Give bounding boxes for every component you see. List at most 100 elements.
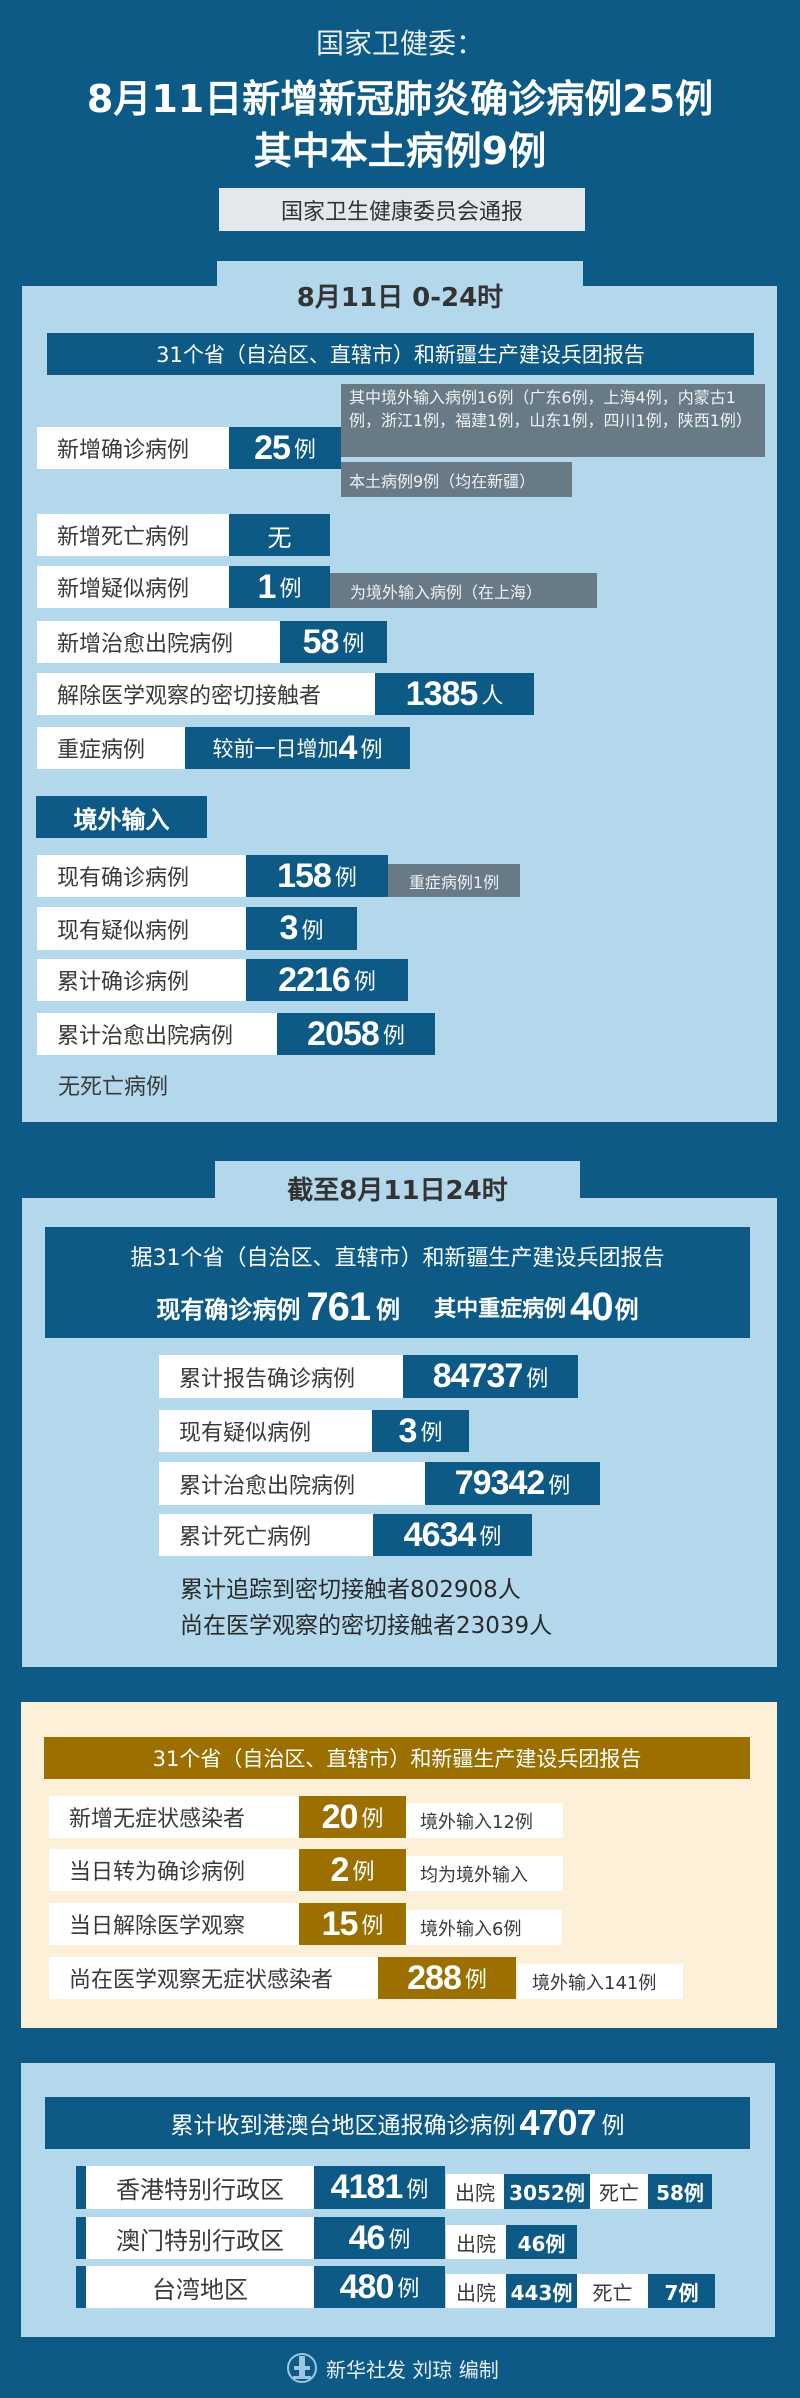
unit: 例 [464,1968,487,1993]
unit: 例 [420,1421,443,1446]
total-deaths-value: 4634 例 [373,1514,532,1556]
unit: 例 [352,1860,375,1885]
cumulative-current-line: 现有确诊病例 761 例 其中重症病例 40 例 [45,1283,750,1331]
imported-severe-note: 重症病例1例 [388,864,520,897]
imported-no-deaths: 无死亡病例 [58,1075,169,1100]
traced-contacts: 累计追踪到密切接触者802908人 [180,1577,521,1603]
region-discharged: 443例 [506,2274,577,2308]
region-discharged: 46例 [506,2225,577,2259]
total-confirmed-label: 累计报告确诊病例 [159,1355,403,1398]
severe-label: 重症病例 [37,727,185,769]
unit: 例 [406,2177,429,2203]
released-contacts-value: 1385 人 [375,673,534,715]
unit: 例 [361,1807,384,1832]
new-deaths-value: 无 [229,514,330,556]
new-suspected-label: 新增疑似病例 [37,566,229,608]
asym-row-value: 15 例 [299,1903,406,1945]
value: 25 [254,428,291,467]
new-recovered-label: 新增治愈出院病例 [37,621,280,663]
region-name: 香港特别行政区 [86,2166,314,2209]
unit: 例 [353,970,376,995]
new-recovered-value: 58 例 [280,621,387,663]
asym-row-value: 20 例 [299,1796,406,1838]
region-deaths: 7例 [648,2274,715,2308]
value: 84737 [432,1357,524,1395]
cumulative-summary-box: 据31个省（自治区、直辖市）和新疆生产建设兵团报告 现有确诊病例 761 例 其… [45,1227,750,1338]
local-cases-note: 本土病例9例（均在新疆） [341,462,572,497]
value: 46 [348,2218,386,2257]
unit: 例 [342,632,365,657]
value: 3 [279,909,299,947]
unit: 例 [548,1473,571,1499]
discharged-label: 出院 [446,2174,504,2209]
unit: 例 [360,738,383,763]
imported-current-confirmed-label: 现有确诊病例 [37,855,246,897]
region-total: 480 例 [314,2266,445,2308]
value: 2 [330,1850,350,1889]
released-contacts-label: 解除医学观察的密切接触者 [37,673,375,715]
daily-report-header: 31个省（自治区、直辖市）和新疆生产建设兵团报告 [47,333,754,375]
region-total: 46 例 [314,2217,445,2259]
asym-row-label: 当日转为确诊病例 [49,1849,299,1891]
new-confirmed-label: 新增确诊病例 [37,427,229,469]
current-confirmed-label: 现有确诊病例 [156,1295,301,1324]
hmt-header-unit: 例 [601,2113,625,2139]
unit: 例 [479,1525,502,1550]
headline-line2: 其中本土病例9例 [253,128,547,173]
value: 20 [321,1797,359,1836]
unit: 例 [382,1024,405,1049]
asymptomatic-report-header: 31个省（自治区、直辖市）和新疆生产建设兵团报告 [44,1737,750,1779]
current-suspected-label: 现有疑似病例 [159,1410,372,1452]
asym-row-label: 当日解除医学观察 [49,1903,299,1945]
total-confirmed-value: 84737 例 [403,1355,578,1398]
value: 1 [257,567,277,606]
value: 58 [302,622,340,661]
value: 4 [338,728,358,767]
imported-current-suspected-label: 现有疑似病例 [37,907,246,950]
cumulative-tab: 截至8月11日24时 [215,1161,580,1221]
unit: 人 [481,684,504,709]
asym-row-note: 境外输入6例 [406,1910,562,1945]
unit: 例 [361,1914,384,1939]
severe-label: 其中重症病例 [434,1297,567,1322]
daily-tab: 8月11日 0-24时 [217,261,583,321]
region-total: 4181 例 [314,2166,445,2209]
imported-breakdown-note: 其中境外输入病例16例（广东6例，上海4例，内蒙古1例，浙江1例，福建1例，山东… [341,384,765,457]
current-confirmed-value: 761 [306,1284,371,1329]
value: 158 [277,856,332,895]
agency-label: 国家卫健委： [315,27,484,60]
total-recovered-label: 累计治愈出院病例 [159,1462,425,1505]
observed-contacts: 尚在医学观察的密切接触者23039人 [180,1613,553,1639]
value: 2216 [278,960,351,999]
imported-total-recovered-value: 2058 例 [277,1013,435,1055]
discharged-label: 出院 [446,2274,506,2308]
total-deaths-label: 累计死亡病例 [159,1514,373,1556]
severe-unit: 例 [614,1295,639,1324]
discharged-label: 出院 [446,2225,506,2259]
cumulative-report-line: 据31个省（自治区、直辖市）和新疆生产建设兵团报告 [130,1246,665,1271]
imported-total-recovered-label: 累计治愈出院病例 [37,1013,277,1055]
row-marker [76,2266,86,2308]
asym-row-note: 境外输入12例 [406,1803,563,1838]
value: 3 [398,1411,418,1450]
value: 480 [339,2267,395,2306]
imported-current-confirmed-value: 158 例 [246,855,388,897]
unit: 例 [279,577,302,602]
unit: 例 [526,1366,549,1392]
prefix: 较前一日增加 [212,737,339,761]
footer-credit: 新华社发 刘琼 编制 [326,2357,499,2382]
suspected-note: 为境外输入病例（在上海） [330,573,597,608]
asym-row-value: 288 例 [378,1957,516,1999]
imported-title: 境外输入 [36,796,207,838]
hmt-header: 累计收到港澳台地区通报确诊病例 4707 例 [45,2097,750,2149]
asym-row-note: 境外输入141例 [518,1964,683,1999]
total-recovered-value: 79342 例 [425,1462,600,1505]
region-discharged: 3052例 [504,2174,590,2209]
value: 15 [321,1904,359,1943]
source-box: 国家卫生健康委员会通报 [219,188,585,231]
region-name: 台湾地区 [86,2266,314,2308]
